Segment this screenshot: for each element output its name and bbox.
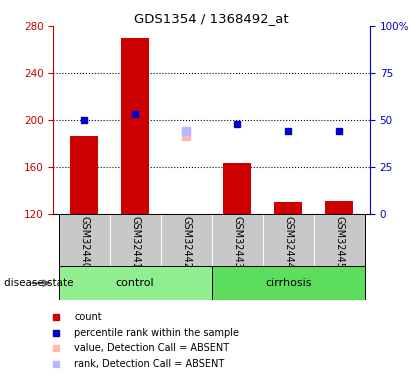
Text: rank, Detection Call = ABSENT: rank, Detection Call = ABSENT [74, 359, 225, 369]
Bar [58, 214, 110, 266]
Text: count: count [74, 312, 102, 322]
Bar [212, 266, 365, 300]
Text: control: control [116, 278, 155, 288]
Bar [223, 164, 251, 214]
Text: GSM32440: GSM32440 [79, 216, 89, 269]
Bar [110, 214, 161, 266]
Text: disease state: disease state [4, 278, 74, 288]
Text: GSM32444: GSM32444 [283, 216, 293, 269]
Bar [70, 136, 98, 214]
Bar [121, 38, 149, 214]
Text: GSM32445: GSM32445 [334, 216, 344, 269]
Bar [212, 214, 263, 266]
Bar [172, 214, 200, 215]
Text: cirrhosis: cirrhosis [265, 278, 312, 288]
Text: value, Detection Call = ABSENT: value, Detection Call = ABSENT [74, 343, 230, 353]
Bar [161, 214, 212, 266]
Bar [58, 266, 212, 300]
Title: GDS1354 / 1368492_at: GDS1354 / 1368492_at [134, 12, 289, 25]
Text: GSM32442: GSM32442 [181, 216, 191, 269]
Text: percentile rank within the sample: percentile rank within the sample [74, 328, 240, 338]
Bar [325, 201, 353, 214]
Text: GSM32441: GSM32441 [130, 216, 140, 269]
Bar [314, 214, 365, 266]
Bar [263, 214, 314, 266]
Text: GSM32443: GSM32443 [232, 216, 242, 269]
Bar [274, 202, 302, 214]
